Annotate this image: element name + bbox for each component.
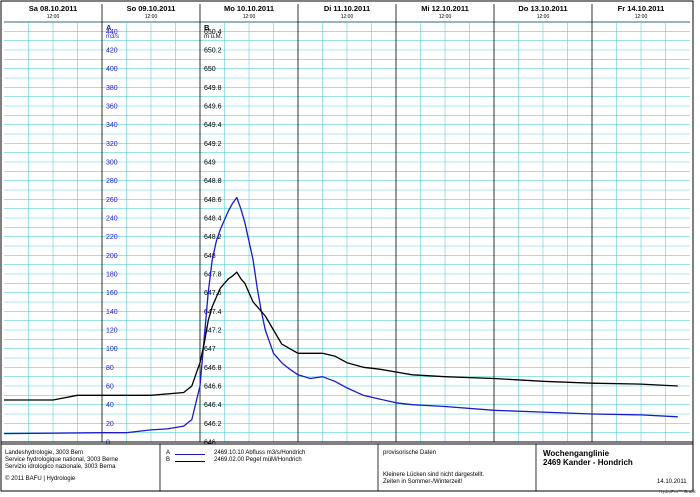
noon-label: 12:00 — [635, 14, 648, 20]
legend-text-a: 2469.10.10 Abfluss m3/s/Hondrich — [214, 450, 306, 456]
agency-line-1: Landeshydrologie, 3003 Bern — [5, 450, 84, 456]
axis-b-tick: 647.2 — [204, 328, 222, 335]
axis-a-tick: 60 — [106, 384, 114, 391]
axis-b-tick: 647.6 — [204, 290, 222, 297]
axis-a-tick: 300 — [106, 160, 118, 167]
series-line-abfluss — [3, 196, 678, 435]
axis-b-tick: 649 — [204, 160, 216, 167]
axis-b-tick: 646.6 — [204, 384, 222, 391]
copyright: © 2011 BAFU | Hydrologie — [5, 476, 76, 482]
axis-a-tick: 20 — [106, 421, 114, 428]
axis-b-tick: 648.8 — [204, 178, 222, 185]
axis-a-letter: A — [106, 23, 112, 32]
axis-a-tick: 360 — [106, 104, 118, 111]
axis-a-tick: 420 — [106, 48, 118, 55]
axis-a-tick: 0 — [106, 440, 110, 447]
axis-a-tick: 340 — [106, 122, 118, 129]
noon-label: 12:00 — [243, 14, 256, 20]
footer-date: 14.10.2011 — [657, 479, 687, 485]
noon-label: 12:00 — [47, 14, 60, 20]
axis-a-tick: 100 — [106, 346, 118, 353]
agency-line-2: Service hydrologique national, 3003 Bern… — [5, 457, 119, 463]
axis-a-tick: 180 — [106, 272, 118, 279]
axis-b-tick: 646 — [204, 440, 216, 447]
axis-a-tick: 140 — [106, 309, 118, 316]
legend-letter-a: A — [166, 450, 171, 456]
axis-a-unit: m3/s — [106, 34, 119, 40]
axis-a-tick: 400 — [106, 66, 118, 73]
axis-b-tick: 649.6 — [204, 104, 222, 111]
chart-subtitle: 2469 Kander - Hondrich — [543, 458, 633, 467]
provisional-text: provisorische Daten — [383, 450, 437, 456]
chart-title: Wochenganglinie — [543, 449, 610, 458]
noon-label: 12:00 — [537, 14, 550, 20]
axis-b-tick: 648.2 — [204, 234, 222, 241]
axis-b-tick: 648.6 — [204, 197, 222, 204]
axis-b-tick: 649.8 — [204, 85, 222, 92]
noon-label: 12:00 — [439, 14, 452, 20]
noon-label: 12:00 — [341, 14, 354, 20]
agency-line-3: Servizio idrologico nazionale, 3003 Bern… — [5, 464, 116, 470]
note-2: Zeiten in Sommer-/Winterzeit! — [383, 479, 463, 485]
note-1: Kleinere Lücken sind nicht dargestellt. — [383, 472, 485, 478]
axis-a-tick: 160 — [106, 290, 118, 297]
credit: HydroPro™ Grafik — [659, 489, 696, 494]
axis-a-tick: 220 — [106, 234, 118, 241]
axis-a-tick: 200 — [106, 253, 118, 260]
day-label: Do 13.10.2011 — [518, 4, 567, 13]
axis-a-tick: 40 — [106, 402, 114, 409]
axis-a-tick: 380 — [106, 85, 118, 92]
axis-a-tick: 440 — [106, 29, 118, 36]
axis-b-tick: 646.8 — [204, 365, 222, 372]
axis-b-tick: 647.4 — [204, 309, 222, 316]
axis-b-tick: 647.8 — [204, 272, 222, 279]
axis-b-tick: 649.4 — [204, 122, 222, 129]
axis-b-letter: B — [204, 23, 210, 32]
axis-b-tick: 647 — [204, 346, 216, 353]
axis-a-tick: 280 — [106, 178, 118, 185]
axis-b-tick: 649.2 — [204, 141, 222, 148]
axis-b-tick: 648.4 — [204, 216, 222, 223]
axis-a-tick: 120 — [106, 328, 118, 335]
day-label: Di 11.10.2011 — [324, 4, 370, 13]
axis-b-tick: 648 — [204, 253, 216, 260]
day-label: Sa 08.10.2011 — [29, 4, 77, 13]
legend-line-b — [175, 461, 205, 462]
axis-b-tick: 646.2 — [204, 421, 222, 428]
axis-b-unit: m ü.M. — [204, 34, 223, 40]
legend-line-a — [175, 454, 205, 455]
axis-b-tick: 650.4 — [204, 29, 222, 36]
axis-a-tick: 260 — [106, 197, 118, 204]
axis-a-tick: 80 — [106, 365, 114, 372]
day-label: Mi 12.10.2011 — [421, 4, 469, 13]
day-label: Mo 10.10.2011 — [224, 4, 274, 13]
axis-b-tick: 650.2 — [204, 48, 222, 55]
series-line-pegel — [4, 271, 678, 401]
noon-label: 12:00 — [145, 14, 158, 20]
legend-text-b: 2469.02.00 Pegel müM/Hondrich — [214, 457, 302, 463]
legend-letter-b: B — [166, 457, 171, 463]
day-label: So 09.10.2011 — [127, 4, 176, 13]
axis-b-tick: 650 — [204, 66, 216, 73]
axis-b-tick: 646.4 — [204, 402, 222, 409]
axis-a-tick: 240 — [106, 216, 118, 223]
axis-a-tick: 320 — [106, 141, 118, 148]
day-label: Fr 14.10.2011 — [618, 4, 665, 13]
